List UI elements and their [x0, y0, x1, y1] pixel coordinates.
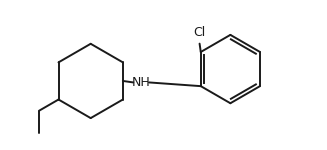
- Text: Cl: Cl: [193, 27, 205, 39]
- Text: NH: NH: [131, 76, 150, 89]
